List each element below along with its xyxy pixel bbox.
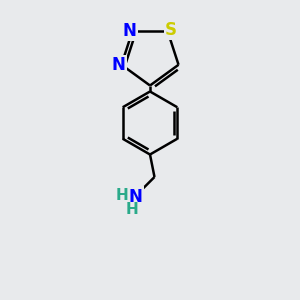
Text: H: H xyxy=(115,188,128,202)
Text: S: S xyxy=(165,21,177,39)
Text: N: N xyxy=(122,22,136,40)
Text: N: N xyxy=(112,56,125,74)
Text: N: N xyxy=(128,188,142,206)
Text: H: H xyxy=(126,202,138,217)
